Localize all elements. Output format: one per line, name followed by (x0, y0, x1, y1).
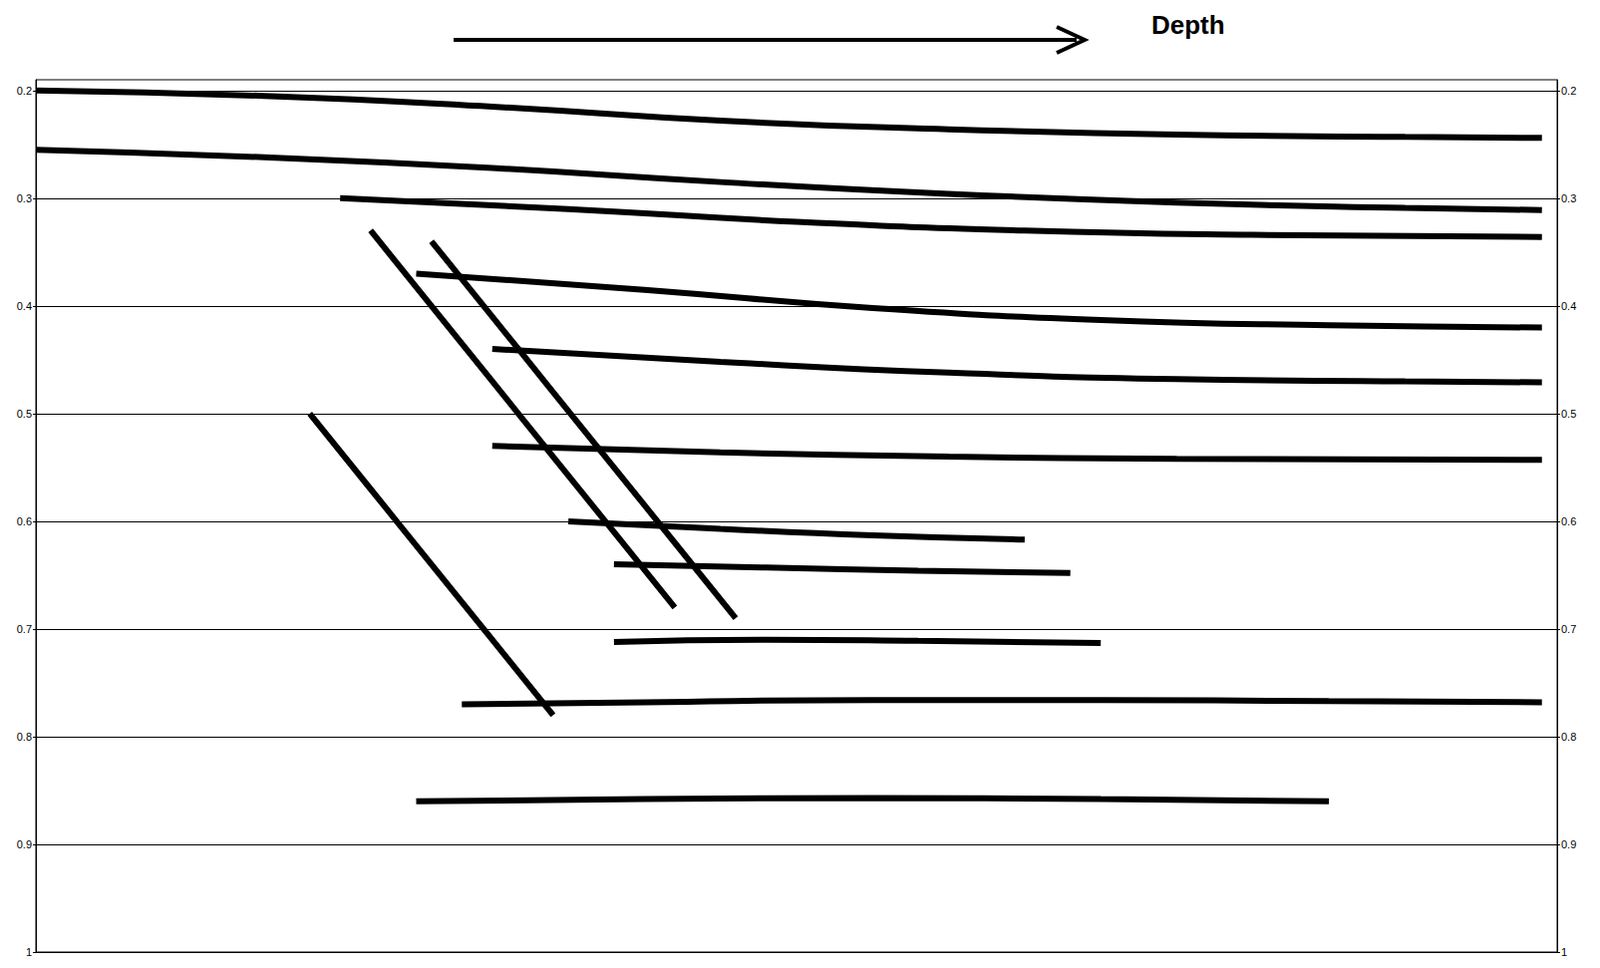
svg-text:0.4: 0.4 (16, 300, 32, 313)
svg-text:0.5: 0.5 (16, 407, 32, 420)
svg-text:0.3: 0.3 (1561, 192, 1577, 205)
svg-text:Depth: Depth (1151, 9, 1226, 40)
svg-text:1: 1 (25, 946, 32, 959)
svg-text:0.2: 0.2 (16, 84, 32, 97)
svg-text:0.2: 0.2 (1561, 84, 1577, 97)
svg-text:0.4: 0.4 (1561, 300, 1577, 313)
svg-text:0.6: 0.6 (16, 515, 32, 528)
svg-text:0.8: 0.8 (16, 730, 32, 743)
svg-text:0.7: 0.7 (1561, 623, 1577, 636)
svg-text:0.5: 0.5 (1561, 407, 1577, 420)
svg-text:0.8: 0.8 (1561, 730, 1577, 743)
svg-text:0.9: 0.9 (16, 838, 32, 851)
svg-text:0.3: 0.3 (16, 192, 32, 205)
svg-text:0.6: 0.6 (1561, 515, 1577, 528)
svg-text:0.9: 0.9 (1561, 838, 1577, 851)
svg-text:1: 1 (1561, 946, 1568, 959)
svg-text:0.7: 0.7 (16, 623, 32, 636)
